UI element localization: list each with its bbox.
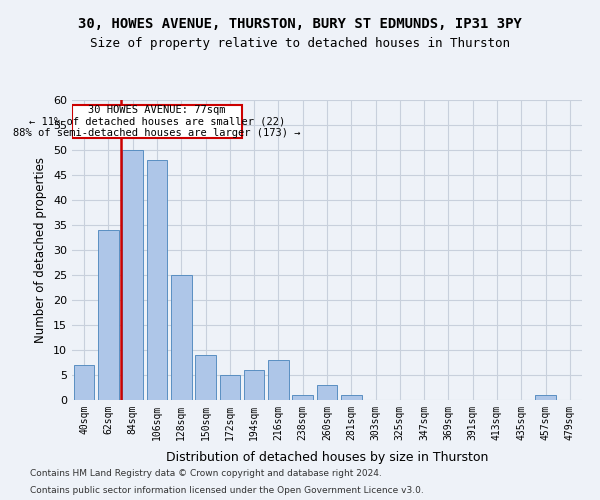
Bar bbox=[146, 160, 167, 400]
Y-axis label: Number of detached properties: Number of detached properties bbox=[34, 157, 47, 343]
X-axis label: Distribution of detached houses by size in Thurston: Distribution of detached houses by size … bbox=[166, 451, 488, 464]
Bar bbox=[317, 385, 337, 400]
Bar bbox=[535, 395, 556, 400]
Bar bbox=[74, 365, 94, 400]
Bar bbox=[171, 275, 191, 400]
Text: Contains public sector information licensed under the Open Government Licence v3: Contains public sector information licen… bbox=[30, 486, 424, 495]
Bar bbox=[98, 230, 119, 400]
Bar bbox=[292, 395, 313, 400]
Bar bbox=[122, 150, 143, 400]
Text: Size of property relative to detached houses in Thurston: Size of property relative to detached ho… bbox=[90, 38, 510, 51]
FancyBboxPatch shape bbox=[72, 105, 242, 138]
Bar bbox=[268, 360, 289, 400]
Bar bbox=[244, 370, 265, 400]
Text: 30 HOWES AVENUE: 77sqm
← 11% of detached houses are smaller (22)
88% of semi-det: 30 HOWES AVENUE: 77sqm ← 11% of detached… bbox=[13, 104, 301, 138]
Bar bbox=[341, 395, 362, 400]
Text: 30, HOWES AVENUE, THURSTON, BURY ST EDMUNDS, IP31 3PY: 30, HOWES AVENUE, THURSTON, BURY ST EDMU… bbox=[78, 18, 522, 32]
Bar bbox=[195, 355, 216, 400]
Bar bbox=[220, 375, 240, 400]
Text: Contains HM Land Registry data © Crown copyright and database right 2024.: Contains HM Land Registry data © Crown c… bbox=[30, 468, 382, 477]
